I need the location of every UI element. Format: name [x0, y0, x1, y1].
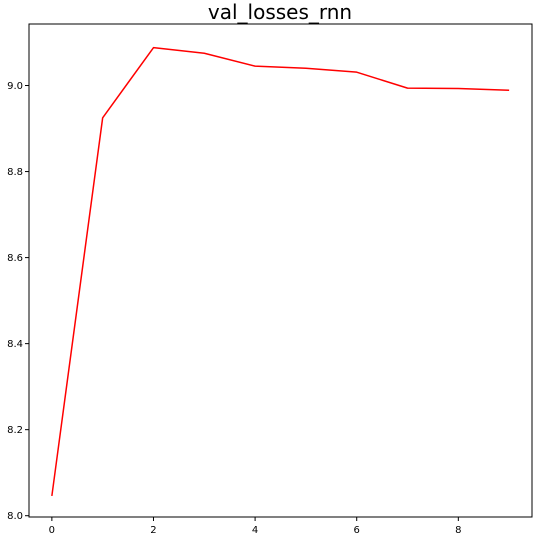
axes-frame: [28, 23, 533, 518]
y-tick-label: 8.0: [7, 511, 23, 522]
x-tick-label: 2: [150, 525, 156, 536]
y-tick-label: 9.0: [7, 81, 23, 92]
y-tick-label: 8.8: [7, 167, 23, 178]
y-tick-label: 8.2: [7, 425, 23, 436]
chart-title: val_losses_rnn: [208, 0, 352, 24]
x-tick-label: 8: [455, 525, 461, 536]
x-tick-label: 4: [252, 525, 258, 536]
x-tick-label: 0: [49, 525, 55, 536]
plot-area: 0 2 4 6 8 8.0 8.2 8.4 8.6 8.8 9.0: [7, 23, 533, 536]
y-tick-label: 8.4: [7, 339, 23, 350]
x-tick-label: 6: [354, 525, 360, 536]
series-line: [51, 46, 510, 497]
y-tick-label: 8.6: [7, 253, 23, 264]
